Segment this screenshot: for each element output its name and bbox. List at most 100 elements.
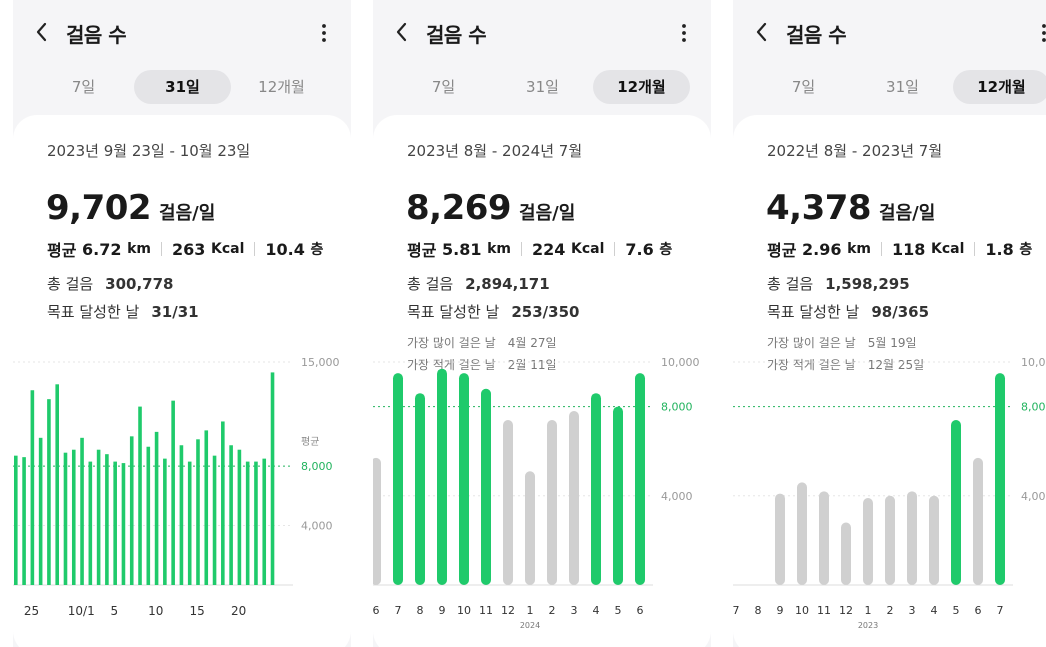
divider	[974, 242, 976, 256]
back-arrow-icon[interactable]	[753, 20, 771, 44]
average-label: 평균	[407, 241, 437, 260]
date-range: 2023년 8월 - 2024년 7월	[407, 142, 583, 160]
steps-bar-chart: 15,000 8,000 4,000 평균 25 10/1 5 10 15 20	[13, 356, 340, 618]
least-steps-date: 12월 25일	[867, 358, 925, 372]
most-steps-day: 가장 많이 걸은 날 4월 27일	[407, 334, 557, 351]
average-label: 평균	[301, 436, 319, 448]
daily-step-bar	[63, 452, 68, 585]
tab-7-days[interactable]: 7일	[791, 78, 816, 96]
monthly-step-bar	[863, 498, 873, 585]
average-steps-value: 9,702	[46, 188, 152, 228]
distance-unit: km	[127, 241, 151, 257]
tab-7-days[interactable]: 7일	[431, 78, 456, 96]
x-tick-label: 11	[479, 604, 493, 617]
x-tick-label: 2	[549, 604, 556, 617]
distance-value: 6.72	[82, 239, 122, 259]
steps-screen-31-days: 걸음 수 7일 31일 12개월 2023년 9월 23일 - 10월 23일 …	[13, 0, 351, 647]
goal-days: 목표 달성한 날 31/31	[47, 301, 199, 322]
app-header: 걸음 수	[733, 14, 1046, 50]
monthly-step-bar	[819, 491, 829, 585]
daily-step-bar	[212, 455, 217, 585]
y-tick-label: 8,000	[661, 401, 693, 414]
x-tick-label: 25	[24, 604, 39, 618]
average-steps-unit: 걸음/일	[159, 203, 216, 224]
more-options-icon[interactable]	[679, 22, 689, 44]
period-tabs: 7일 31일 12개월	[35, 70, 331, 104]
monthly-step-bar	[973, 457, 983, 585]
monthly-step-bar	[415, 393, 425, 585]
back-arrow-icon[interactable]	[33, 20, 51, 44]
monthly-step-bar	[635, 373, 645, 585]
x-tick-label: 4	[931, 604, 938, 617]
total-steps-value: 1,598,295	[825, 275, 910, 293]
daily-step-bar	[229, 445, 233, 585]
more-options-icon[interactable]	[319, 22, 329, 44]
steps-screen-12-months-2023: 걸음 수 7일 31일 12개월 2022년 8월 - 2023년 7월 4,3…	[733, 0, 1046, 647]
monthly-step-bar	[459, 373, 469, 585]
floors-unit: 층	[1019, 242, 1033, 258]
x-tick-label: 9	[777, 604, 784, 617]
goal-days-label: 목표 달성한 날	[407, 303, 500, 321]
x-tick-label: 12	[839, 604, 853, 617]
daily-step-bar	[163, 458, 167, 585]
x-tick-label: 6	[373, 604, 380, 617]
page-title: 걸음 수	[426, 23, 487, 47]
steps-screen-12-months-2024: 걸음 수 7일 31일 12개월 2023년 8월 - 2024년 7월 8,2…	[373, 0, 711, 647]
daily-step-bar	[262, 458, 267, 585]
monthly-step-bar	[929, 495, 939, 585]
y-tick-label: 8,000	[1021, 401, 1046, 414]
x-tick-label: 5	[111, 604, 119, 618]
daily-step-bar	[38, 437, 43, 585]
more-options-icon[interactable]	[1039, 22, 1046, 44]
daily-step-bar	[80, 437, 84, 585]
daily-step-bar	[47, 399, 51, 585]
tab-31-days[interactable]: 31일	[886, 78, 919, 96]
goal-days: 목표 달성한 날 253/350	[407, 301, 579, 322]
tab-12-months[interactable]: 12개월	[593, 70, 690, 104]
monthly-step-bar	[885, 495, 895, 585]
year-label: 2023	[858, 621, 878, 630]
period-tabs: 7일 31일 12개월	[395, 70, 691, 104]
monthly-step-bar	[907, 491, 917, 585]
average-label: 평균	[47, 241, 77, 260]
monthly-step-bar	[437, 368, 447, 585]
daily-step-bar	[121, 463, 126, 585]
daily-step-bar	[187, 461, 192, 585]
goal-days-value: 253/350	[511, 303, 580, 321]
y-tick-label: 15,000	[301, 356, 340, 369]
back-arrow-icon[interactable]	[393, 20, 411, 44]
tab-7-days[interactable]: 7일	[71, 78, 96, 96]
goal-days-label: 목표 달성한 날	[767, 303, 860, 321]
monthly-step-bar	[775, 493, 785, 585]
daily-step-bar	[237, 449, 242, 585]
x-tick-label: 4	[593, 604, 600, 617]
daily-step-bar	[245, 461, 250, 585]
floors-unit: 층	[659, 242, 673, 258]
divider	[521, 242, 522, 256]
y-tick-label: 4,000	[661, 490, 693, 503]
calories-unit: Kcal	[570, 241, 605, 257]
monthly-step-bar	[797, 482, 807, 585]
tab-12-months[interactable]: 12개월	[953, 70, 1046, 104]
app-header: 걸음 수	[373, 14, 711, 50]
calories-value: 263	[172, 239, 206, 259]
average-steps-unit: 걸음/일	[879, 203, 936, 224]
x-tick-label: 5	[953, 604, 960, 617]
x-tick-label: 10	[457, 604, 471, 617]
divider	[881, 242, 882, 256]
total-steps-label: 총 걸음	[407, 275, 454, 293]
y-tick-label: 4,000	[301, 520, 333, 533]
total-steps-label: 총 걸음	[767, 275, 814, 293]
daily-step-bar	[171, 400, 175, 585]
tab-12-months[interactable]: 12개월	[258, 78, 305, 96]
daily-step-bar	[88, 461, 93, 585]
x-tick-label: 10	[795, 604, 809, 617]
monthly-step-bar	[591, 393, 601, 585]
goal-days-value: 31/31	[151, 303, 199, 321]
tab-31-days[interactable]: 31일	[134, 70, 231, 104]
total-steps: 총 걸음 1,598,295	[767, 273, 910, 294]
tab-31-days[interactable]: 31일	[526, 78, 559, 96]
distance-value: 5.81	[442, 239, 482, 259]
goal-days-label: 목표 달성한 날	[47, 303, 140, 321]
